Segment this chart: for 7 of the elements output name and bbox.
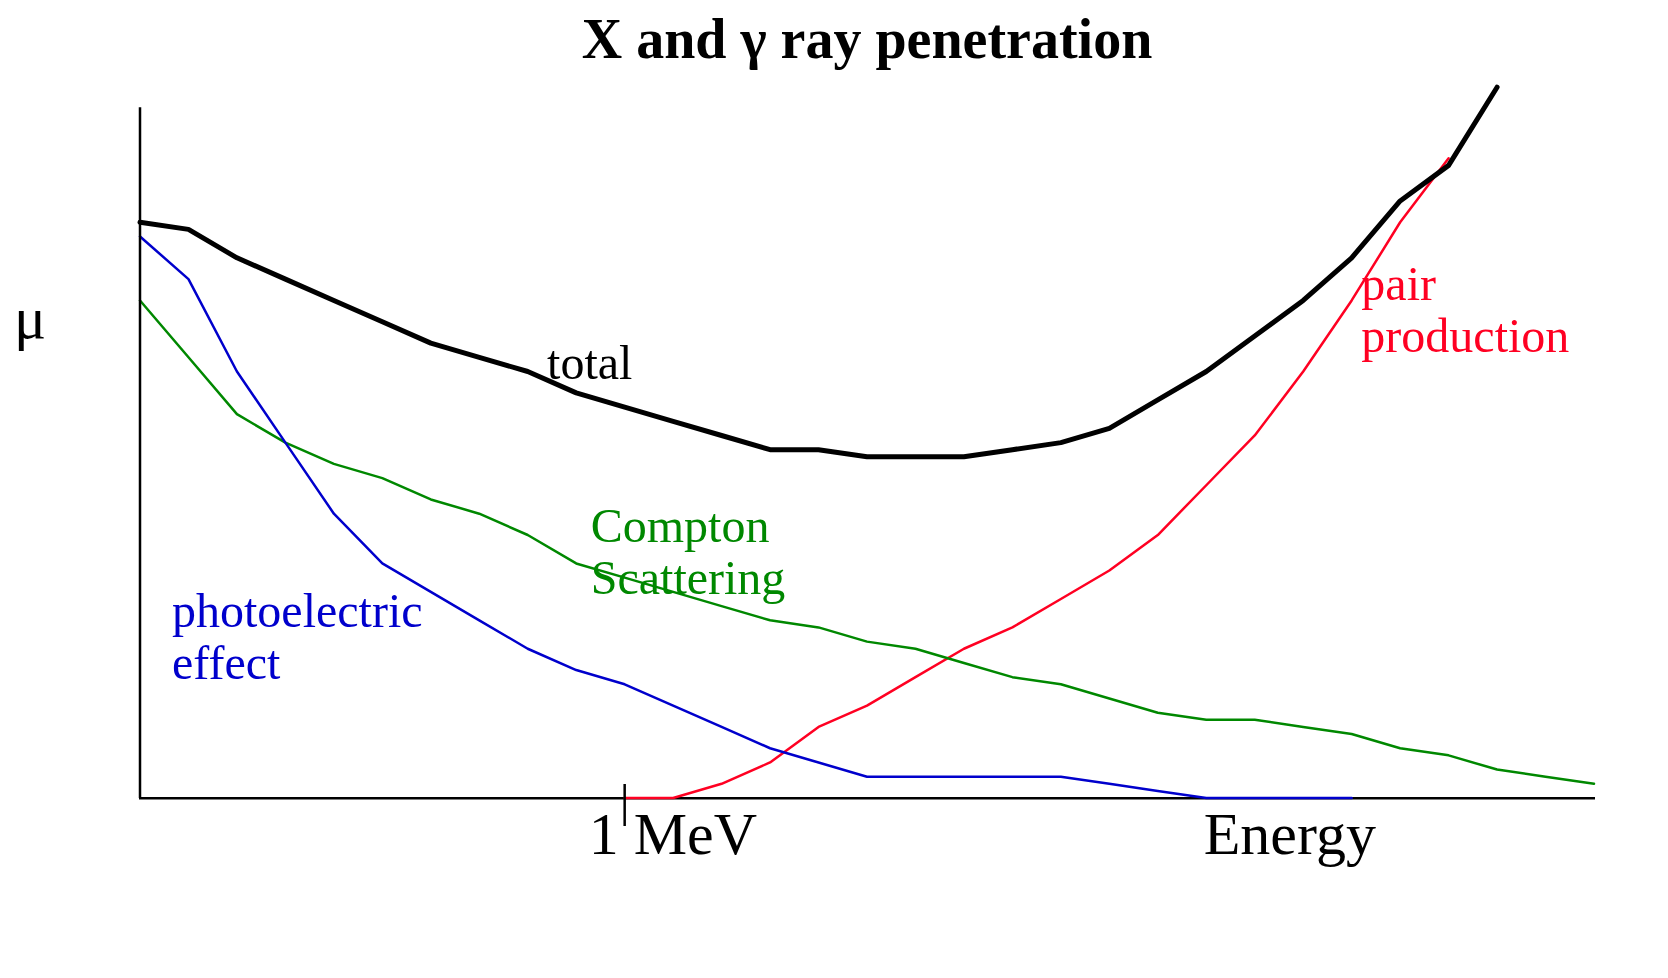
series-label: pair production	[1361, 257, 1570, 363]
text: 1 MeV	[588, 800, 757, 867]
series-label: photoelectric effect	[171, 584, 423, 690]
chart-title: X and γ ray penetration	[581, 8, 1153, 71]
x-axis-title: Energy	[1203, 800, 1376, 867]
series-label: total	[547, 335, 633, 389]
y-axis-title: μ	[14, 284, 47, 351]
